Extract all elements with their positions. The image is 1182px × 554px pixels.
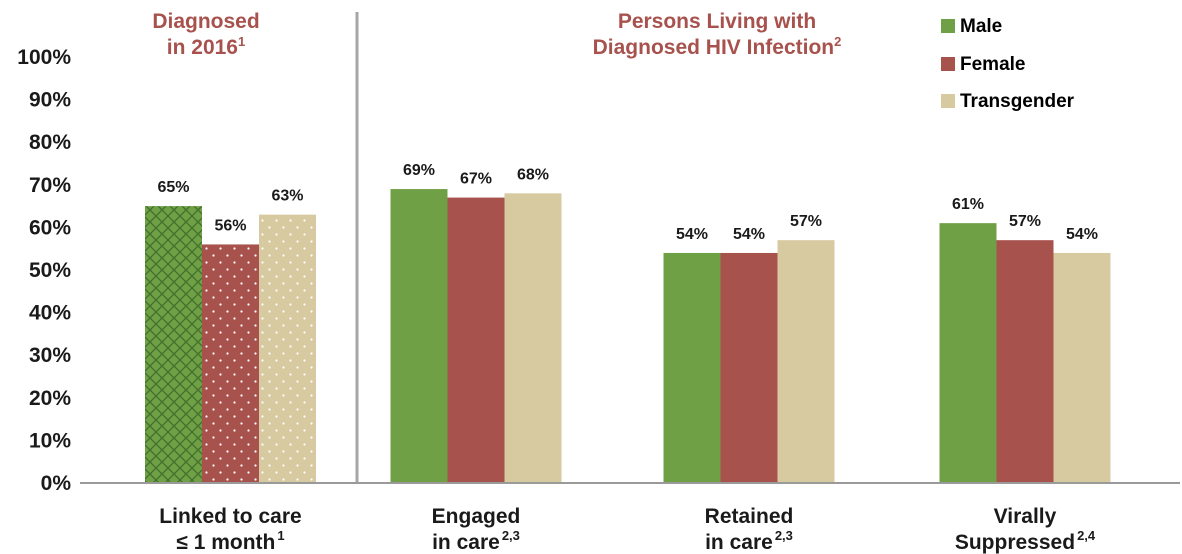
- right-header-line2-text: Diagnosed HIV Infection: [593, 36, 835, 59]
- value-label-male-3: 54%: [676, 226, 708, 243]
- bar-female-2: [447, 197, 505, 483]
- category-label-1-line2-text: ≤ 1 month: [176, 531, 275, 554]
- bar-male-4: [939, 223, 997, 483]
- legend-label-transgender: Transgender: [960, 91, 1075, 112]
- category-label-4-line1: Virally: [994, 505, 1057, 528]
- legend-label-male: Male: [960, 16, 1002, 37]
- left-header-sup: 1: [238, 34, 245, 49]
- value-label-female-1: 56%: [214, 217, 246, 234]
- value-label-transgender-3: 57%: [790, 213, 822, 230]
- category-label-4-sup: 2,4: [1077, 528, 1096, 543]
- y-axis: 0% 10% 20% 30% 40% 50% 60% 70% 80% 90% 100%: [17, 46, 71, 495]
- category-label-2-line1: Engaged: [432, 505, 521, 528]
- y-tick-label: 40%: [29, 302, 71, 325]
- category-label-4-line2-text: Suppressed: [955, 531, 1075, 554]
- value-label-male-4: 61%: [952, 196, 984, 213]
- category-label-2-line2: in care 2,3: [432, 528, 520, 554]
- y-tick-label: 60%: [29, 216, 71, 239]
- value-label-transgender-4: 54%: [1066, 226, 1098, 243]
- y-tick-label: 90%: [29, 89, 71, 112]
- bar-male-1: [145, 206, 202, 483]
- category-label-3-line2: in care 2,3: [705, 528, 793, 554]
- category-label-4-line2: Suppressed 2,4: [955, 528, 1096, 554]
- legend-swatch-male: [941, 19, 955, 33]
- bars: [80, 189, 1180, 484]
- category-label-1-sup: 1: [277, 528, 284, 543]
- category-label-1-line2: ≤ 1 month 1: [176, 528, 284, 554]
- y-tick-label: 80%: [29, 131, 71, 154]
- legend-swatch-transgender: [941, 94, 955, 108]
- value-label-transgender-2: 68%: [517, 166, 549, 183]
- bar-transgender-3: [777, 240, 835, 483]
- value-label-male-1: 65%: [157, 179, 189, 196]
- value-label-transgender-1: 63%: [271, 188, 303, 205]
- y-tick-label: 0%: [41, 472, 72, 495]
- bar-female-1: [202, 244, 259, 483]
- category-label-2-line2-text: in care: [432, 531, 500, 554]
- category-label-1-line1: Linked to care: [159, 505, 301, 528]
- bar-transgender-1: [259, 214, 316, 483]
- value-label-female-3: 54%: [733, 226, 765, 243]
- y-tick-label: 70%: [29, 174, 71, 197]
- y-tick-label: 100%: [17, 46, 71, 69]
- value-label-female-4: 57%: [1009, 213, 1041, 230]
- left-header-line2-text: in 2016: [167, 36, 238, 59]
- y-tick-label: 30%: [29, 344, 71, 367]
- left-header-line1: Diagnosed: [152, 10, 259, 33]
- legend: Male Female Transgender: [941, 16, 1075, 112]
- bar-female-3: [720, 252, 778, 483]
- value-label-female-2: 67%: [460, 171, 492, 188]
- right-header-sup: 2: [834, 34, 841, 49]
- bar-male-2: [390, 189, 448, 483]
- value-labels: 65% 56% 63% 69% 67% 68% 54% 54% 57% 61% 57% 54%: [157, 162, 1098, 243]
- y-tick-label: 50%: [29, 259, 71, 282]
- bar-transgender-4: [1053, 252, 1111, 483]
- bar-male-3: [663, 252, 721, 483]
- y-tick-label: 10%: [29, 429, 71, 452]
- category-label-3-sup: 2,3: [775, 528, 793, 543]
- left-header-line2: in 20161: [167, 34, 245, 59]
- category-label-3-line2-text: in care: [705, 531, 773, 554]
- legend-label-female: Female: [960, 54, 1025, 75]
- bar-female-4: [996, 240, 1054, 483]
- value-label-male-2: 69%: [403, 162, 435, 179]
- y-tick-label: 20%: [29, 387, 71, 410]
- category-label-3-line1: Retained: [705, 505, 794, 528]
- right-header-line1: Persons Living with: [618, 10, 816, 33]
- category-label-2-sup: 2,3: [502, 528, 520, 543]
- legend-swatch-female: [941, 57, 955, 71]
- right-header-line2: Diagnosed HIV Infection2: [593, 34, 842, 59]
- bar-transgender-2: [504, 193, 562, 483]
